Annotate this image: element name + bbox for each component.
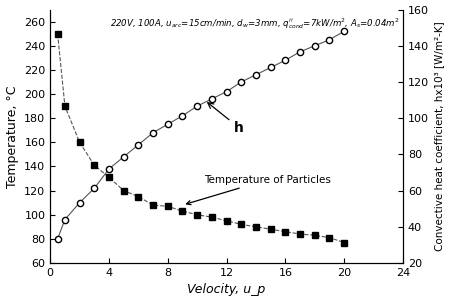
Y-axis label: Convective heat coefficient, hx10³ [W/m²-K]: Convective heat coefficient, hx10³ [W/m²…	[434, 21, 445, 251]
Text: h: h	[208, 103, 244, 135]
X-axis label: Velocity, u_p: Velocity, u_p	[188, 284, 266, 297]
Text: 220V, 100A, $u_{arc}$=15cm/min, $d_w$=3mm, $q^{\prime\prime}_{cond}$=7kW/m$^2$, : 220V, 100A, $u_{arc}$=15cm/min, $d_w$=3m…	[110, 16, 400, 31]
Text: Temperature of Particles: Temperature of Particles	[186, 175, 331, 205]
Y-axis label: Temperature, °C: Temperature, °C	[5, 85, 18, 188]
